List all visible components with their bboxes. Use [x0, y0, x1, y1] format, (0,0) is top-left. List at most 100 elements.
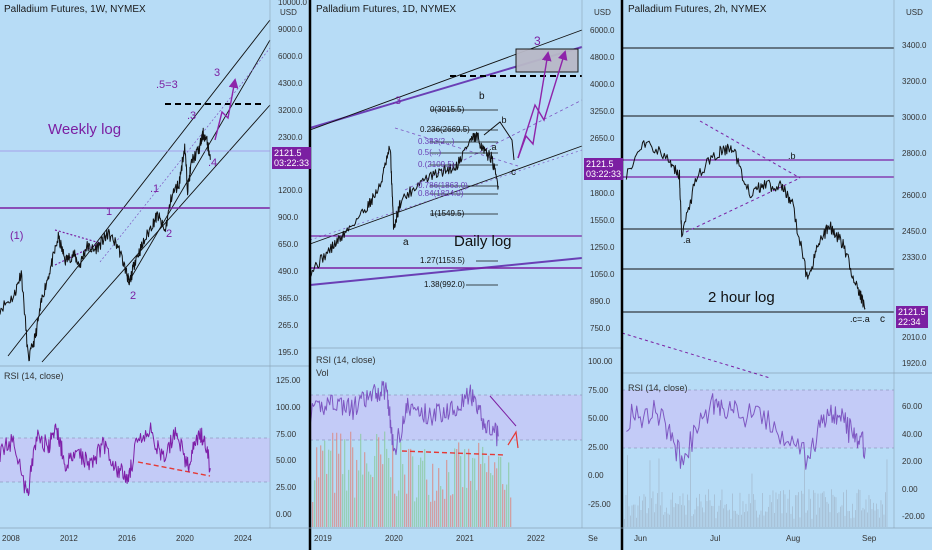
twohour-volume-bar: [835, 497, 837, 527]
daily-volume-bar: [334, 492, 336, 527]
twohour-volume-bar: [865, 499, 867, 527]
daily-volume-bar: [420, 457, 422, 527]
twohour-volume-bar: [841, 505, 843, 527]
twohour-volume-bar: [630, 515, 631, 527]
twohour-volume-bar: [664, 511, 666, 527]
twohour-volume-bar: [700, 501, 702, 527]
daily-volume-bar: [478, 442, 480, 527]
twohour-volume-bar: [742, 501, 744, 527]
twohour-volume-bar: [706, 501, 708, 527]
twohour-volume-bar: [702, 507, 703, 527]
twohour-time-tick: Sep: [862, 534, 877, 543]
daily-volume-bar: [390, 477, 392, 527]
twohour-volume-bar: [849, 511, 850, 527]
weekly-rsi-line: [0, 422, 211, 496]
twohour-price-tick: 2330.0: [902, 253, 927, 262]
daily-time-tick: Se: [588, 534, 598, 543]
twohour-wave-c: c: [880, 314, 885, 325]
weekly-wave-dot4: .4: [208, 157, 218, 169]
twohour-volume-bar: [691, 516, 693, 527]
daily-rsi-tick: -25.00: [588, 500, 611, 509]
twohour-volume-bar: [681, 504, 682, 527]
twohour-volume-bar: [792, 506, 793, 527]
twohour-volume-bar: [657, 493, 658, 527]
daily-rsi-line: [309, 380, 499, 456]
twohour-volume-bar: [789, 489, 790, 527]
twohour-volume-bar: [793, 518, 795, 527]
daily-volume-bar: [474, 458, 476, 527]
twohour-volume-bar: [747, 511, 748, 527]
twohour-time-tick: Jul: [710, 534, 721, 543]
twohour-volume-bar: [768, 506, 769, 527]
daily-volume-bar: [402, 464, 404, 527]
weekly-price-tick: 1200.0: [278, 186, 303, 196]
daily-fib-label: 1.38(992.0): [424, 280, 465, 289]
daily-vol-label: Vol: [316, 368, 329, 378]
weekly-channel-upper: [7, 19, 271, 357]
daily-volume-bar: [314, 480, 316, 527]
daily-volume-bar: [484, 463, 486, 527]
twohour-volume-bar: [802, 493, 804, 527]
twohour-volume-bar: [741, 514, 742, 527]
daily-rsi-tick: 100.00: [588, 357, 613, 366]
weekly-rsi-tick: 100.00: [276, 402, 301, 412]
daily-price-tick: 1250.0: [590, 242, 615, 252]
daily-volume-bar: [340, 433, 342, 527]
daily-wave-a: a: [403, 237, 409, 248]
twohour-volume-bar: [727, 510, 729, 527]
twohour-volume-bar: [744, 512, 745, 527]
daily-price-tick: 4800.0: [590, 53, 615, 63]
twohour-volume-bar: [871, 509, 873, 527]
daily-volume-bar: [336, 432, 338, 527]
weekly-price-line: [0, 127, 211, 362]
twohour-volume-bar: [627, 455, 628, 527]
twohour-volume-bar: [654, 512, 655, 527]
twohour-volume-bar: [861, 510, 862, 527]
weekly-price-tick: 365.0: [278, 294, 299, 304]
twohour-volume-bar: [658, 458, 660, 527]
daily-volume-bar: [404, 474, 406, 527]
twohour-volume-bar: [718, 505, 720, 527]
twohour-volume-bar: [831, 489, 832, 527]
twohour-volume-bar: [805, 512, 807, 527]
daily-volume-bar: [468, 448, 470, 527]
twohour-volume-bar: [859, 489, 861, 527]
twohour-volume-bar: [693, 514, 694, 527]
daily-volume-bar: [348, 469, 350, 527]
daily-volume-bar: [388, 457, 390, 527]
daily-volume-bar: [400, 442, 402, 527]
twohour-volume-bar: [714, 494, 715, 527]
daily-volume-bar: [318, 477, 320, 527]
daily-volume-bar: [494, 462, 496, 527]
daily-currency: USD: [594, 8, 611, 17]
daily-volume-bar: [490, 473, 492, 527]
daily-volume-bar: [480, 464, 482, 527]
twohour-volume-bar: [732, 493, 733, 527]
daily-volume-bar: [440, 486, 442, 527]
twohour-volume-bar: [751, 473, 753, 527]
twohour-volume-bar: [781, 513, 783, 527]
daily-price-tick: 1050.0: [590, 269, 615, 279]
daily-volume-bar: [324, 440, 326, 527]
daily-volume-bar: [508, 462, 510, 527]
twohour-time-tick: Aug: [786, 534, 801, 543]
twohour-volume-bar: [886, 459, 888, 527]
twohour-rsi-tick: 20.00: [902, 457, 923, 466]
weekly-rsi-tick: 75.00: [276, 429, 297, 439]
daily-volume-bar: [386, 448, 388, 527]
twohour-volume-bar: [645, 496, 646, 527]
twohour-rsi-series: [626, 393, 866, 470]
weekly-price-tick: 10000.0: [278, 0, 307, 7]
twohour-volume-bar: [855, 510, 856, 527]
daily-volume-bar: [346, 490, 348, 527]
weekly-rsi-label: RSI (14, close): [4, 371, 64, 381]
twohour-volume-bar: [877, 509, 879, 527]
daily-volume-bar: [448, 472, 450, 527]
twohour-volume-bar: [729, 509, 730, 527]
twohour-volume-bar: [661, 492, 663, 527]
daily-volume-bar: [504, 489, 506, 527]
weekly-wave-3: 3: [214, 67, 221, 79]
twohour-volume-bar: [735, 510, 736, 527]
twohour-volume-bar: [834, 496, 835, 527]
twohour-volume-bar: [775, 492, 777, 527]
